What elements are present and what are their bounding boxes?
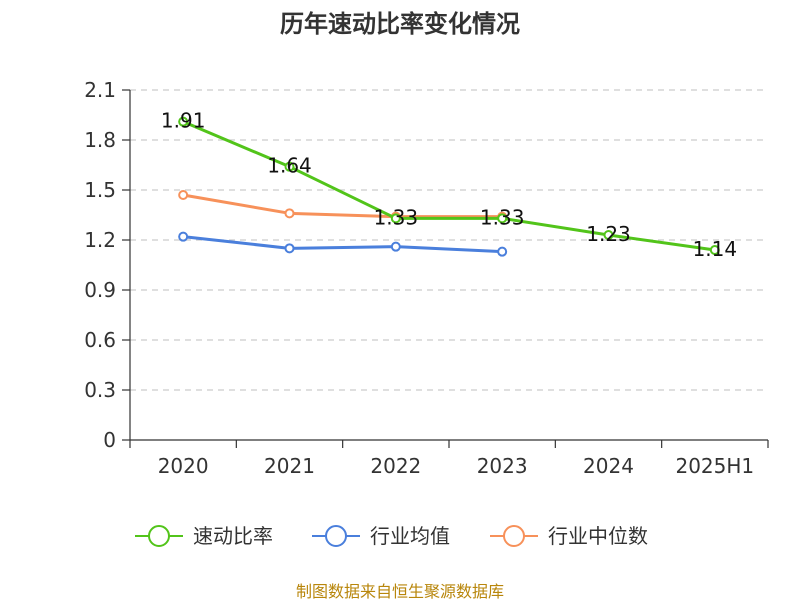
series-lines bbox=[178, 116, 720, 257]
y-tick-label: 1.2 bbox=[84, 228, 116, 252]
legend-label: 行业均值 bbox=[370, 524, 450, 548]
data-label: 1.23 bbox=[586, 222, 631, 246]
y-tick-label: 1.8 bbox=[84, 128, 116, 152]
legend: 速动比率 行业均值 行业中位数 bbox=[135, 524, 648, 548]
data-label: 1.14 bbox=[693, 237, 738, 261]
y-tick-label: 0.6 bbox=[84, 328, 116, 352]
y-tick-label: 0.9 bbox=[84, 278, 116, 302]
legend-label: 行业中位数 bbox=[548, 524, 648, 548]
axes: 0 0.3 0.6 0.9 1.2 1.5 1.8 2.1 2020 2021 2022 2023 20… bbox=[84, 78, 769, 478]
series-line bbox=[182, 193, 503, 219]
chart-title: 历年速动比率变化情况 bbox=[280, 10, 520, 38]
y-tick-label: 0 bbox=[103, 428, 116, 452]
gridlines bbox=[130, 89, 768, 391]
data-labels: 1.91 1.64 1.33 1.33 1.23 1.14 bbox=[161, 109, 737, 261]
data-point bbox=[284, 208, 295, 219]
data-label: 1.33 bbox=[480, 205, 525, 229]
data-point bbox=[178, 116, 189, 127]
x-tick-label: 2025H1 bbox=[675, 454, 754, 478]
data-point bbox=[178, 190, 189, 200]
data-point bbox=[390, 213, 401, 224]
legend-marker bbox=[503, 525, 525, 547]
legend-marker bbox=[325, 525, 347, 547]
x-tick-label: 2021 bbox=[264, 454, 315, 478]
x-tick-label: 2022 bbox=[370, 454, 421, 478]
series-line bbox=[182, 120, 716, 252]
data-label: 1.33 bbox=[374, 205, 419, 229]
data-point bbox=[497, 213, 508, 224]
y-tick-label: 0.3 bbox=[84, 378, 116, 402]
source-note: 制图数据来自恒生聚源数据库 bbox=[295, 582, 504, 601]
data-point bbox=[390, 241, 401, 252]
data-label: 1.91 bbox=[161, 109, 206, 133]
data-point bbox=[497, 246, 508, 257]
data-point bbox=[284, 243, 295, 254]
data-label: 1.64 bbox=[267, 154, 312, 178]
data-point bbox=[709, 245, 720, 255]
data-point bbox=[178, 231, 189, 242]
data-point bbox=[284, 161, 295, 172]
legend-marker bbox=[148, 525, 170, 547]
data-point bbox=[603, 230, 614, 240]
x-tick-label: 2024 bbox=[583, 454, 634, 478]
y-tick-label: 1.5 bbox=[84, 178, 116, 202]
y-tick-label: 2.1 bbox=[84, 78, 116, 102]
series-line bbox=[183, 235, 503, 254]
x-tick-label: 2023 bbox=[477, 454, 528, 478]
legend-label: 速动比率 bbox=[193, 524, 273, 548]
x-tick-label: 2020 bbox=[158, 454, 209, 478]
